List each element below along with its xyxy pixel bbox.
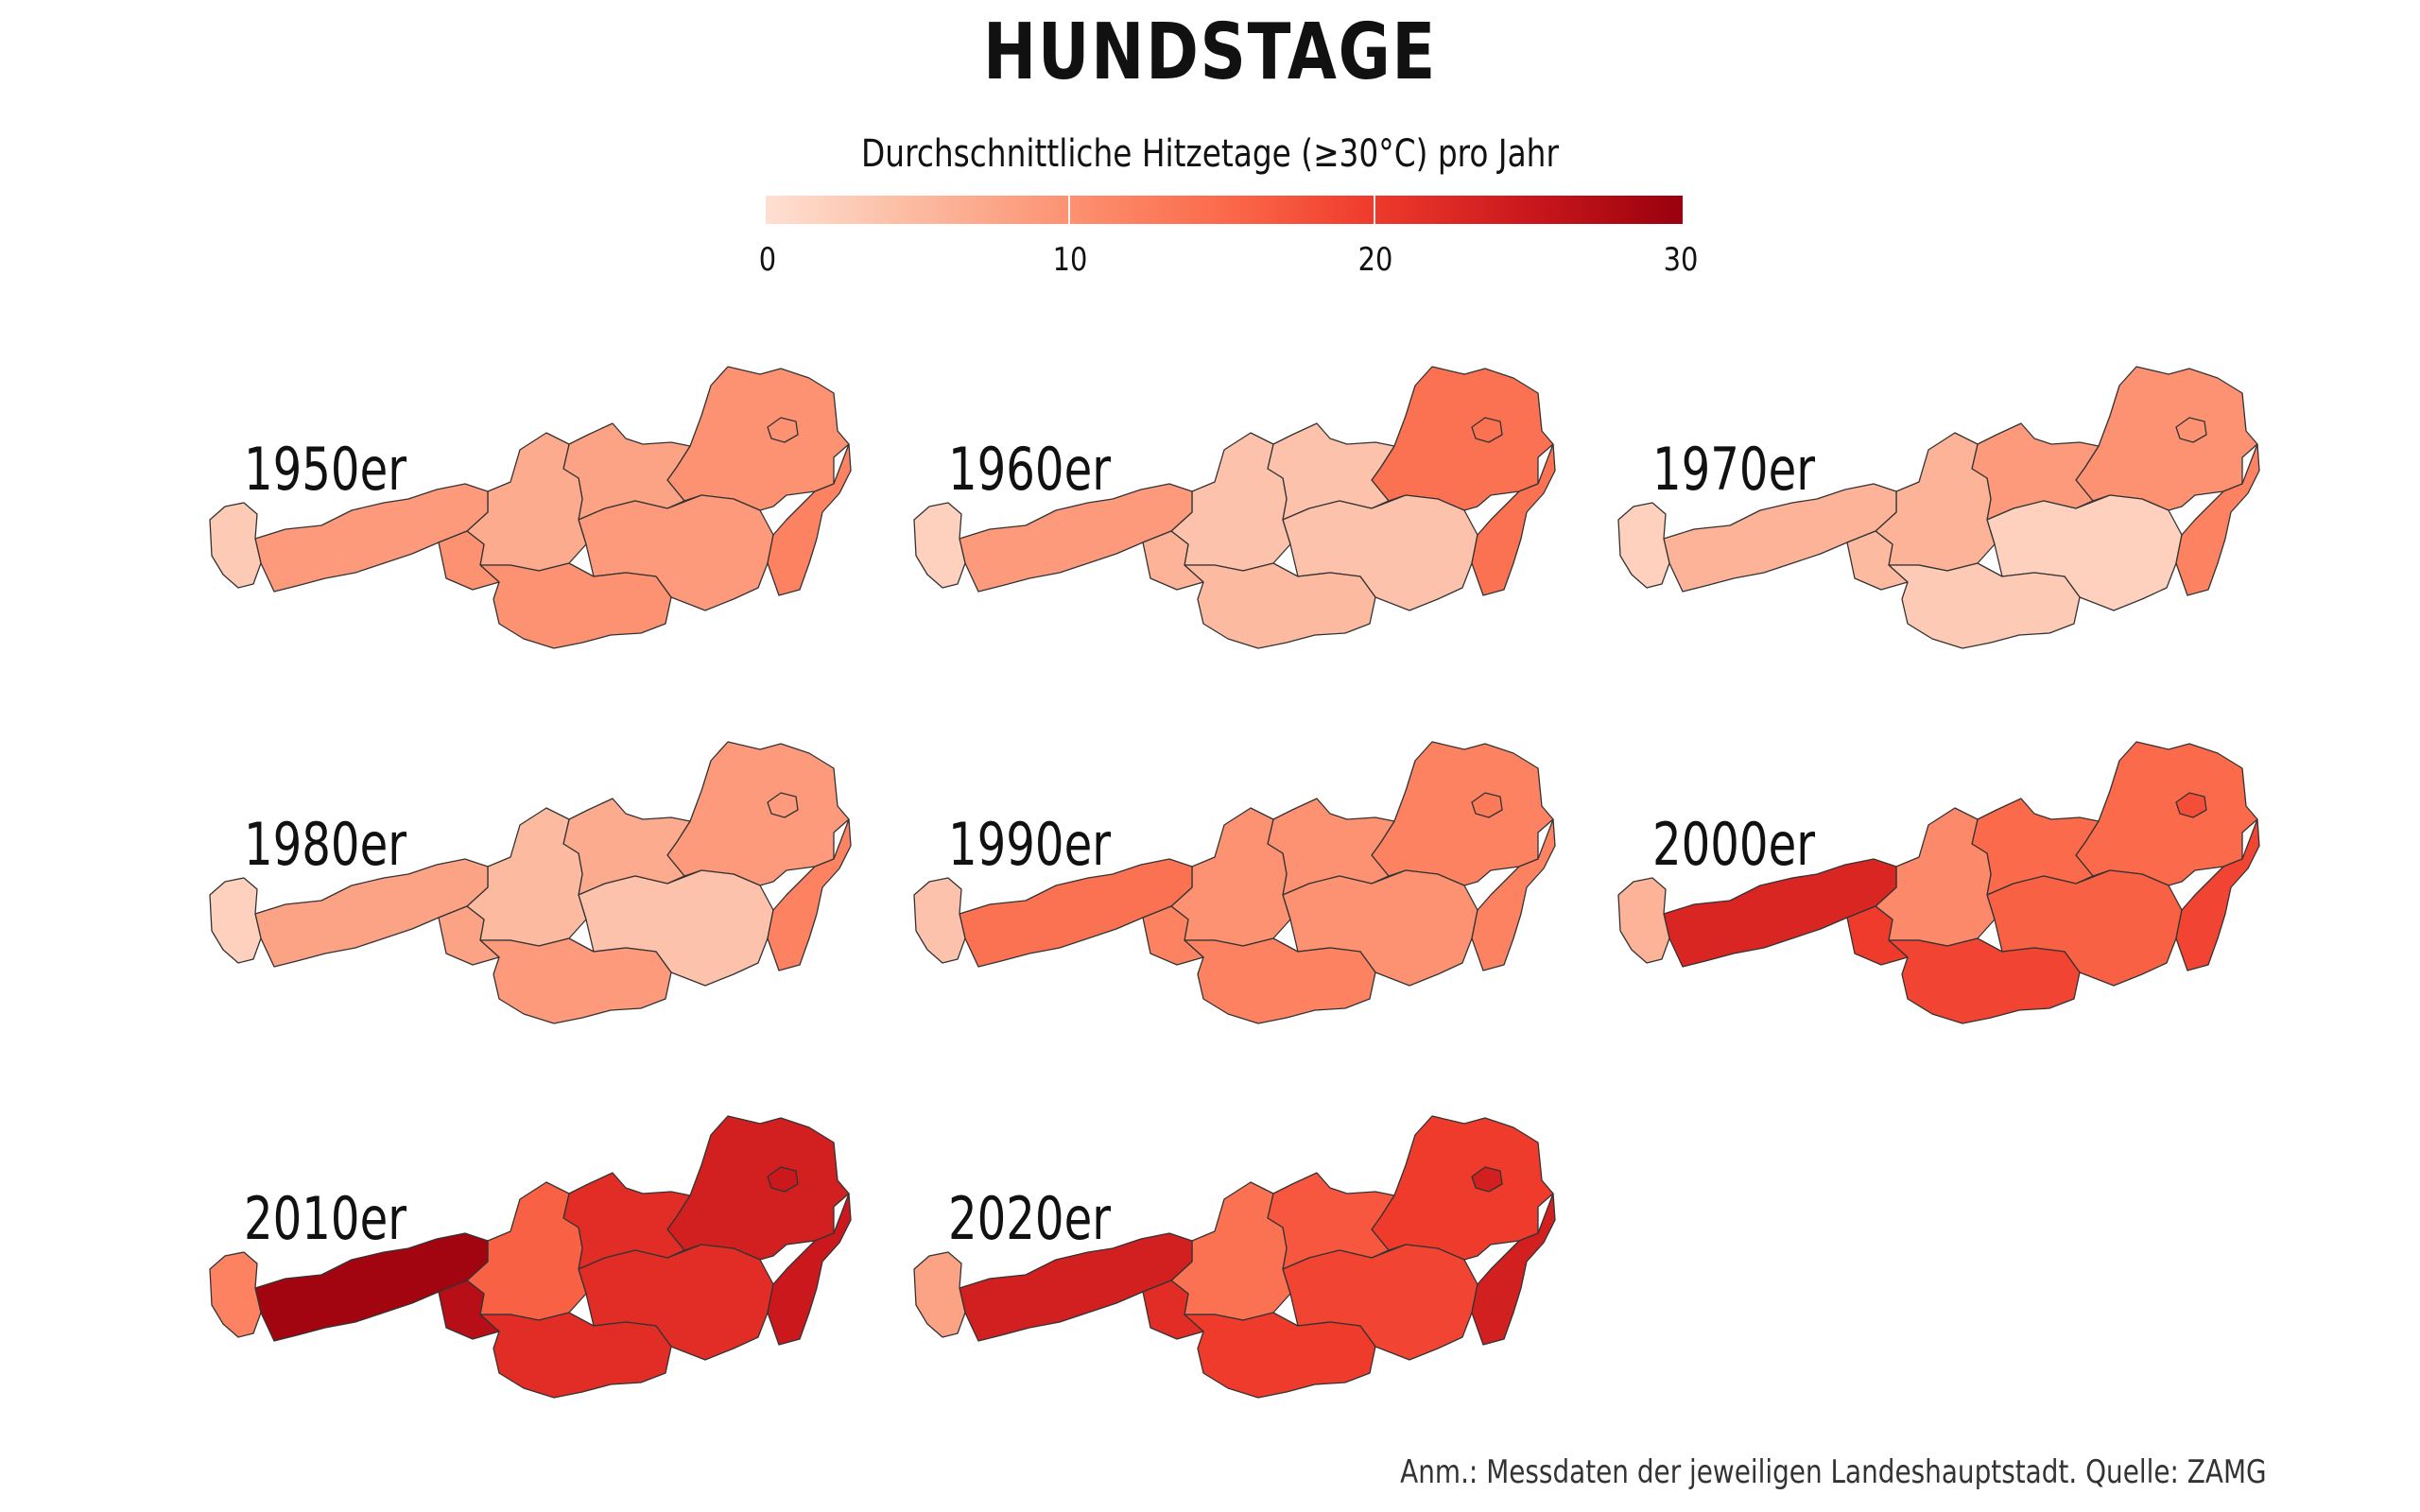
region-osttirol <box>438 1280 500 1340</box>
region-burgenland <box>767 818 852 971</box>
legend-tick-mark <box>1374 196 1375 224</box>
map-panel-1980er <box>209 741 852 1024</box>
region-vorarlberg <box>913 1251 966 1338</box>
region-burgenland <box>1471 818 1556 971</box>
region-osttirol <box>1846 530 1909 591</box>
legend-tick-mark <box>1068 196 1070 224</box>
map-panel-1970er <box>1617 366 2260 649</box>
panel-label: 2000er <box>1652 810 1815 879</box>
region-tirol <box>254 858 489 968</box>
region-burgenland <box>1471 1193 1556 1346</box>
legend-tick-label: 10 <box>1052 241 1088 279</box>
panel-label: 1980er <box>244 810 406 879</box>
region-kaernten <box>479 1312 672 1399</box>
panel-label: 1990er <box>948 810 1111 879</box>
region-wien <box>767 792 799 818</box>
region-tirol <box>254 483 489 593</box>
region-wien <box>2175 792 2207 818</box>
panel-label: 1960er <box>948 435 1111 504</box>
footnote: Anm.: Messdaten der jeweiligen Landeshau… <box>1400 1453 2267 1491</box>
panel-label: 2010er <box>244 1184 406 1253</box>
panel-label: 1970er <box>1652 435 1815 504</box>
region-wien <box>767 1166 799 1193</box>
region-osttirol <box>438 530 500 591</box>
region-burgenland <box>767 443 852 596</box>
region-wien <box>2175 417 2207 443</box>
legend-tick-label: 30 <box>1663 241 1699 279</box>
region-tirol <box>254 1232 489 1342</box>
region-burgenland <box>2175 818 2260 971</box>
region-osttirol <box>1142 1280 1204 1340</box>
region-tirol <box>959 1232 1193 1342</box>
region-vorarlberg <box>209 877 262 964</box>
map-panel-1990er <box>913 741 1556 1024</box>
region-vorarlberg <box>209 1251 262 1338</box>
region-burgenland <box>1471 443 1556 596</box>
region-kaernten <box>1888 562 2081 649</box>
region-vorarlberg <box>1617 877 1670 964</box>
region-tirol <box>1663 858 1897 968</box>
region-osttirol <box>1142 530 1204 591</box>
panel-label: 1950er <box>244 435 406 504</box>
page-title: HUNDSTAGE <box>983 8 1437 97</box>
region-vorarlberg <box>913 877 966 964</box>
region-kaernten <box>1184 562 1376 649</box>
region-burgenland <box>2175 443 2260 596</box>
map-panel-2000er <box>1617 741 2260 1024</box>
region-vorarlberg <box>209 502 262 589</box>
region-burgenland <box>767 1193 852 1346</box>
legend-tick-label: 0 <box>758 241 777 279</box>
region-kaernten <box>1888 937 2081 1024</box>
panel-label: 2020er <box>948 1184 1111 1253</box>
region-kaernten <box>479 562 672 649</box>
region-wien <box>1471 417 1503 443</box>
map-panel-1950er <box>209 366 852 649</box>
region-tirol <box>959 483 1193 593</box>
region-osttirol <box>438 905 500 966</box>
region-wien <box>1471 792 1503 818</box>
region-tirol <box>1663 483 1897 593</box>
region-tirol <box>959 858 1193 968</box>
legend-tick-label: 20 <box>1357 241 1393 279</box>
map-panel-2010er <box>209 1115 852 1399</box>
map-panel-1960er <box>913 366 1556 649</box>
region-kaernten <box>1184 1312 1376 1399</box>
map-panel-2020er <box>913 1115 1556 1399</box>
region-vorarlberg <box>1617 502 1670 589</box>
region-vorarlberg <box>913 502 966 589</box>
legend-title: Durchschnittliche Hitzetage (≥30°C) pro … <box>861 132 1559 176</box>
color-scale-bar <box>766 196 1683 224</box>
region-osttirol <box>1142 905 1204 966</box>
region-wien <box>767 417 799 443</box>
region-osttirol <box>1846 905 1909 966</box>
region-kaernten <box>479 937 672 1024</box>
region-kaernten <box>1184 937 1376 1024</box>
region-wien <box>1471 1166 1503 1193</box>
